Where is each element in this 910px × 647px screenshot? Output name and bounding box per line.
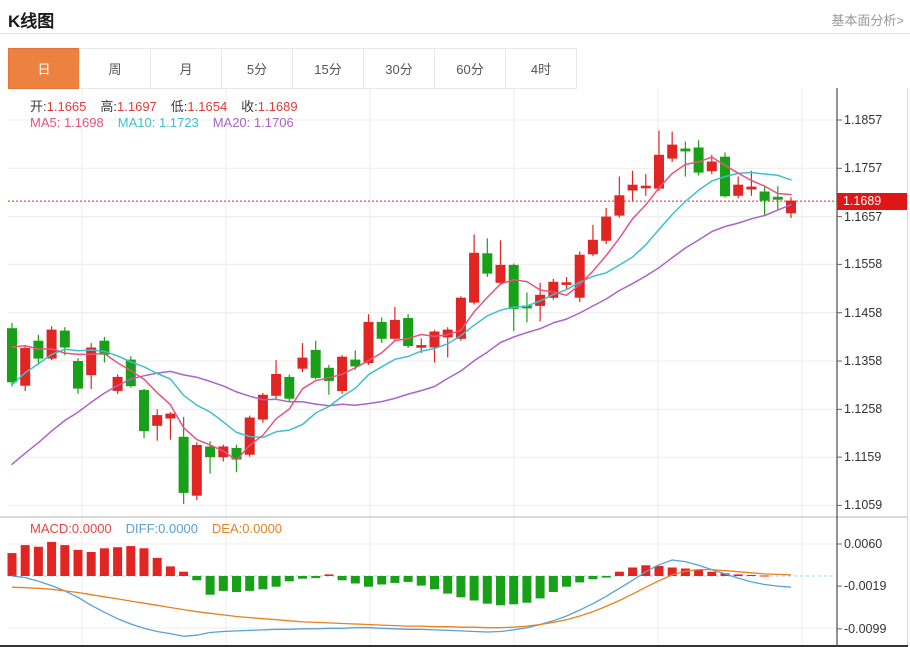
- ma-lines: [11, 156, 792, 466]
- price-axis-label: 1.1757: [844, 161, 883, 175]
- tab-30min[interactable]: 30分: [363, 48, 435, 89]
- fundamental-analysis-link[interactable]: 基本面分析>: [831, 13, 904, 28]
- tab-60min[interactable]: 60分: [434, 48, 506, 89]
- macd-value-legend: MACD:0.0000: [30, 521, 112, 536]
- high-label: 高:: [100, 99, 118, 114]
- ma-legend: MA5: 1.1698 MA10: 1.1723 MA20: 1.1706: [30, 115, 294, 130]
- ma20-legend: MA20: 1.1706: [212, 115, 294, 130]
- price-axis-label: 1.1657: [844, 210, 883, 224]
- price-axis-label: 1.1258: [844, 402, 883, 416]
- tab-day[interactable]: 日: [8, 48, 80, 89]
- close-label: 收:: [241, 99, 258, 114]
- title-divider: [0, 33, 910, 34]
- macd-histogram: [7, 541, 770, 606]
- close-value: 1.1689: [257, 99, 298, 114]
- price-axis-label: 1.1458: [844, 306, 883, 320]
- macd-legend: MACD:0.0000 DIFF:0.0000 DEA:0.0000: [30, 521, 282, 536]
- tab-week[interactable]: 周: [79, 48, 151, 89]
- macd-lines: [11, 559, 792, 637]
- low-value: 1.1654: [187, 99, 228, 114]
- tab-month[interactable]: 月: [150, 48, 222, 89]
- current-price-tag: 1.1689: [837, 193, 908, 210]
- open-label: 开:: [30, 99, 47, 114]
- high-value: 1.1697: [117, 99, 157, 114]
- macd-axis-label: 0.0060: [844, 537, 883, 551]
- tab-4hour[interactable]: 4时: [505, 48, 577, 89]
- price-axis-label: 1.1558: [844, 257, 883, 271]
- open-value: 1.1665: [46, 99, 87, 114]
- frame: [0, 88, 908, 647]
- tab-5min[interactable]: 5分: [221, 48, 293, 89]
- price-axis-label: 1.1358: [844, 354, 883, 368]
- ma10-legend: MA10: 1.1723: [117, 115, 199, 130]
- dea-value-legend: DEA:0.0000: [211, 521, 283, 536]
- diff-value-legend: DIFF:0.0000: [125, 521, 198, 536]
- candles: [7, 130, 796, 504]
- timeframe-tabstrip: 日周月 5分 15分 30分 60分 4时: [8, 48, 577, 89]
- macd-axis-label: -0.0099: [844, 622, 887, 636]
- ma5-legend: MA5: 1.1698: [30, 115, 104, 130]
- ohlc-row: 开:1.1665 高:1.1697 低:1.1654 收:1.1689: [30, 96, 298, 115]
- low-label: 低:: [170, 99, 188, 114]
- page-title: K线图: [8, 12, 55, 31]
- tab-15min[interactable]: 15分: [292, 48, 364, 89]
- price-axis-label: 1.1857: [844, 113, 883, 127]
- price-axis-label: 1.1159: [844, 450, 882, 464]
- macd-axis-label: -0.0019: [844, 579, 887, 593]
- price-axis-label: 1.1059: [844, 498, 883, 512]
